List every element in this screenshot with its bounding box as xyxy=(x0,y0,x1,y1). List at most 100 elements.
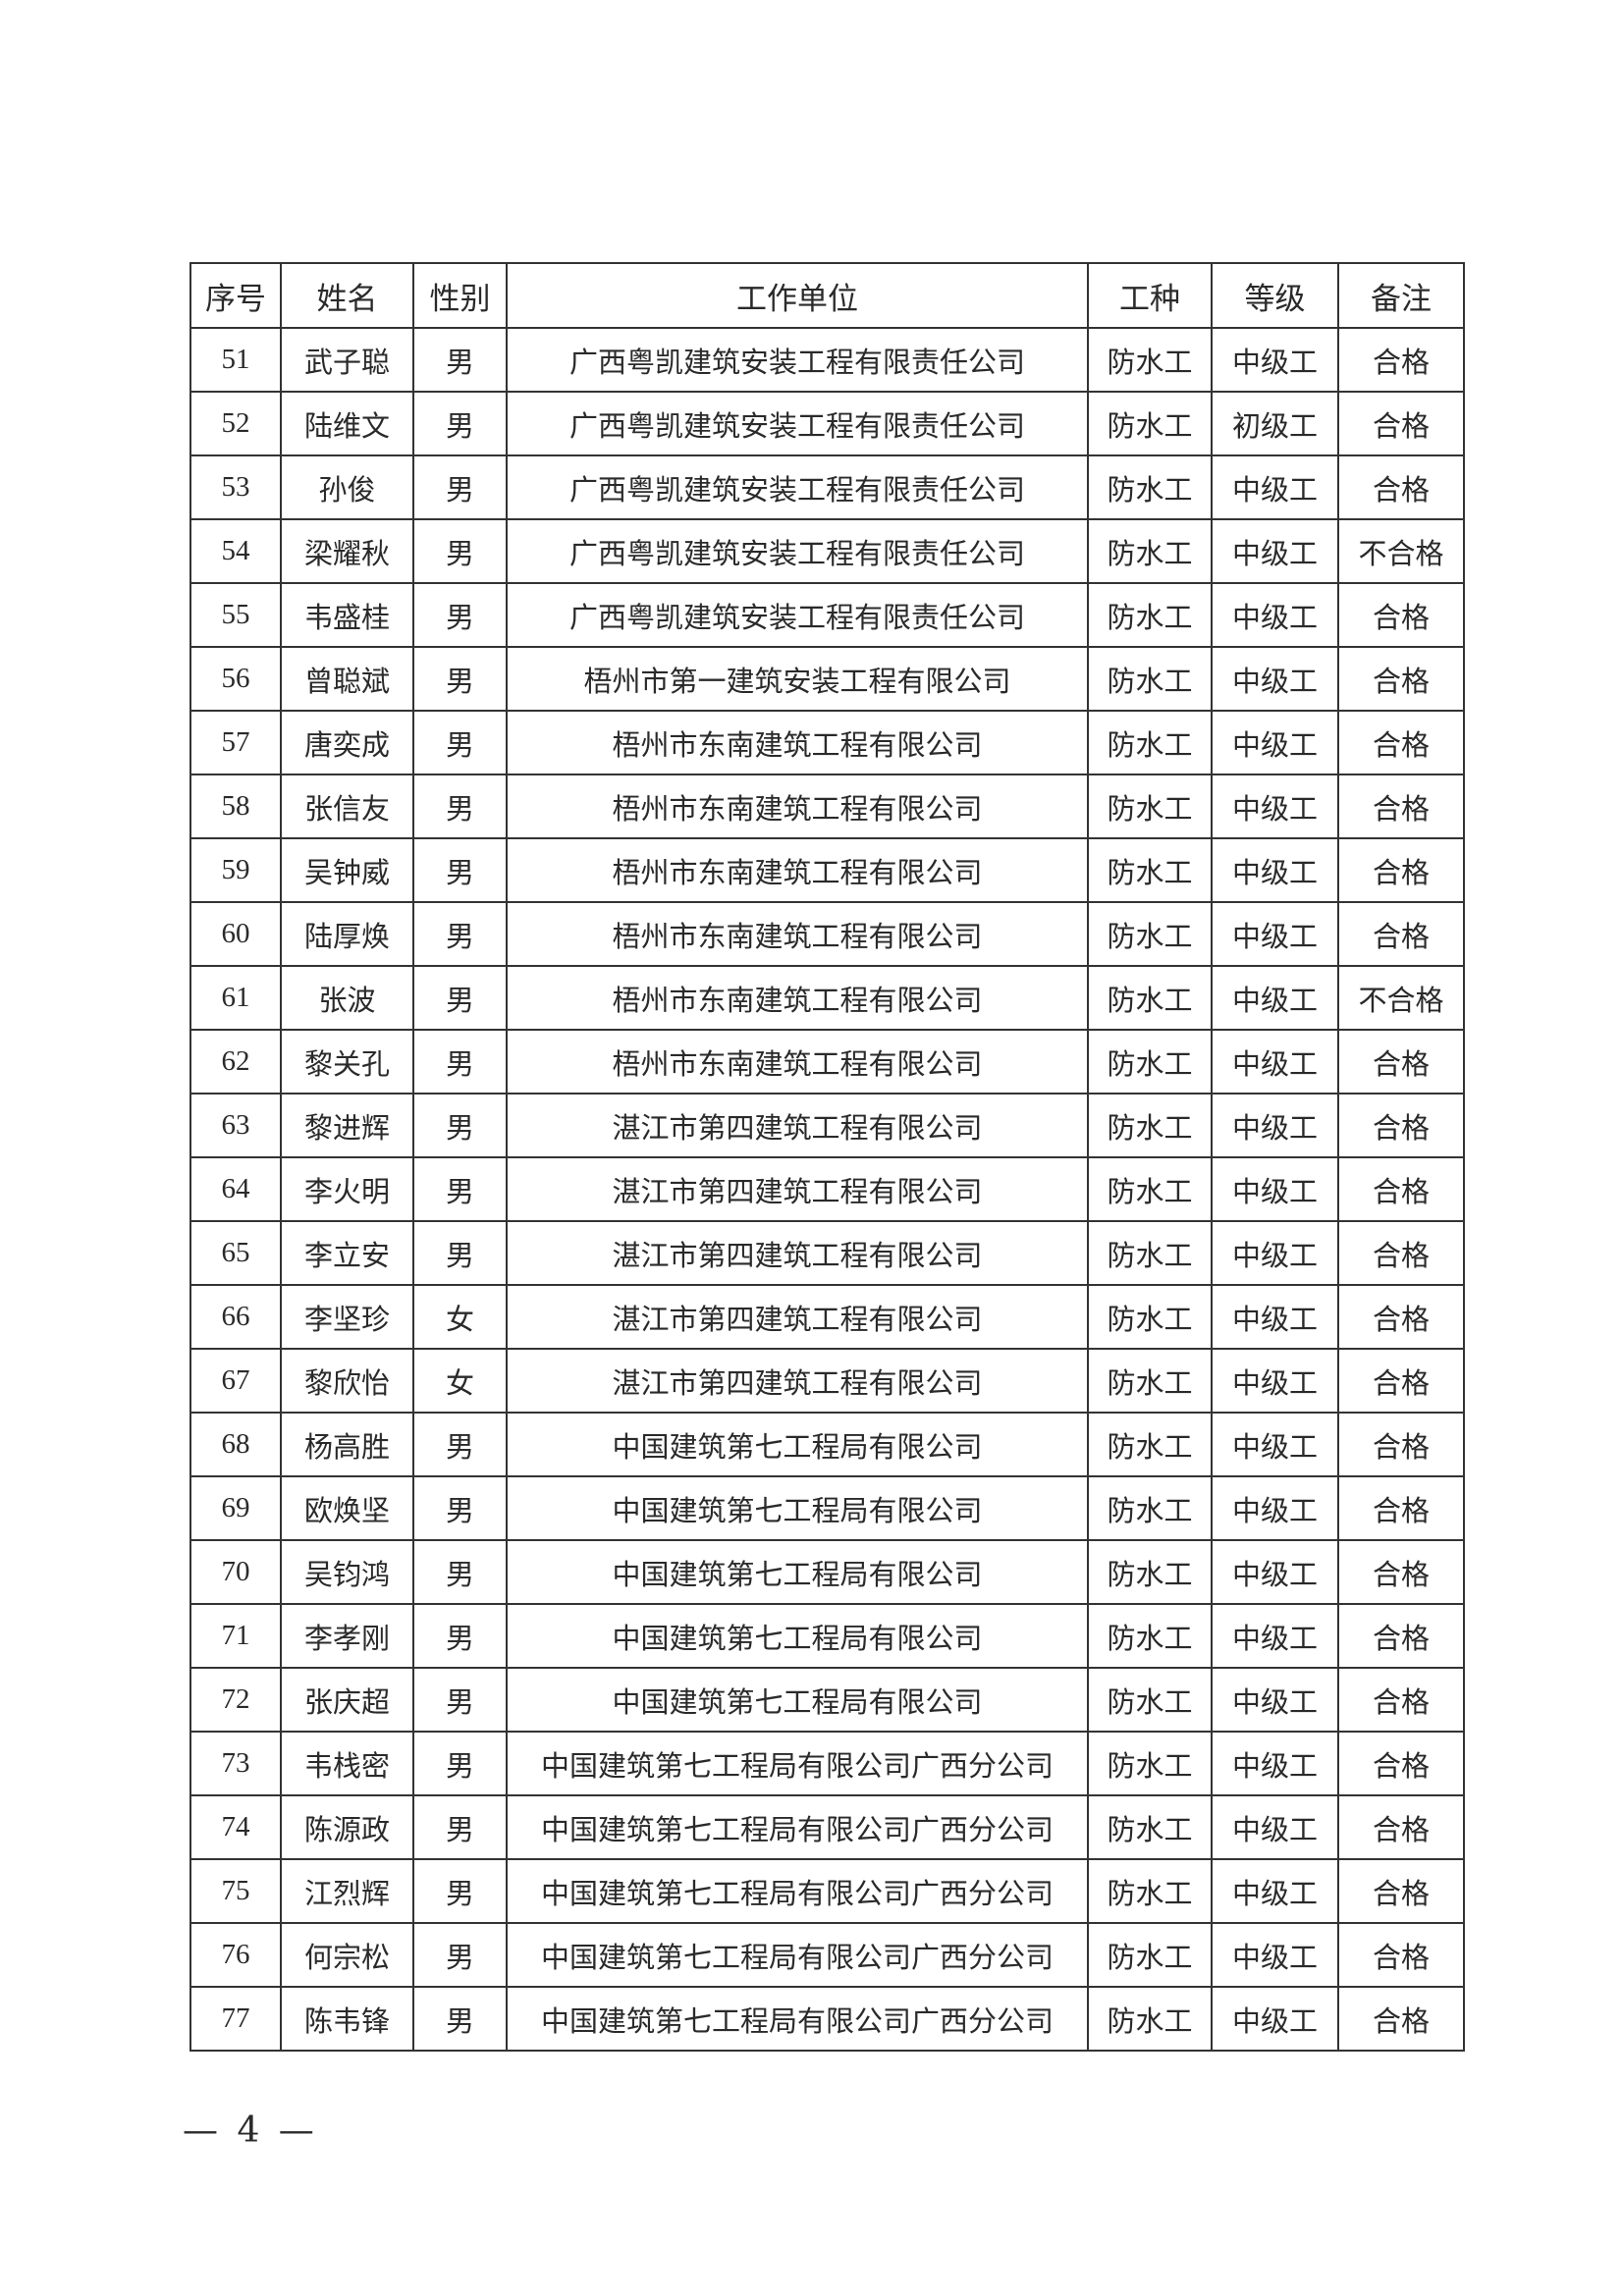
cell-col-name: 陈源政 xyxy=(280,1794,414,1860)
table-row: 57 唐奕成男梧州市东南建筑工程有限公司 防水工 中级工 合格 xyxy=(189,710,1465,775)
cell-col-index: 64 xyxy=(189,1156,282,1222)
cell-col-trade: 防水工 xyxy=(1087,1986,1213,2052)
cell-col-gender: 男 xyxy=(412,965,508,1031)
header-col-employer: 工作单位 xyxy=(506,262,1089,329)
cell-col-gender: 男 xyxy=(412,391,508,456)
cell-col-trade: 防水工 xyxy=(1087,391,1213,456)
cell-col-remark: 合格 xyxy=(1337,901,1465,967)
table-header-row: 序号 姓名 性别 工作单位 工种 等级 备注 xyxy=(189,262,1465,329)
table-row: 63 黎进辉男湛江市第四建筑工程有限公司 防水工 中级工 合格 xyxy=(189,1093,1465,1158)
cell-col-index: 58 xyxy=(189,774,282,839)
cell-col-gender: 男 xyxy=(412,454,508,520)
cell-col-remark: 合格 xyxy=(1337,1731,1465,1796)
cell-col-employer: 湛江市第四建筑工程有限公司 xyxy=(506,1348,1089,1414)
cell-col-level: 中级工 xyxy=(1211,1986,1339,2052)
cell-col-index: 71 xyxy=(189,1603,282,1669)
cell-col-gender: 男 xyxy=(412,1794,508,1860)
header-col-remark: 备注 xyxy=(1337,262,1465,329)
header-col-index: 序号 xyxy=(189,262,282,329)
cell-col-trade: 防水工 xyxy=(1087,1156,1213,1222)
cell-col-employer: 梧州市第一建筑安装工程有限公司 xyxy=(506,646,1089,712)
cell-col-remark: 合格 xyxy=(1337,327,1465,393)
cell-col-trade: 防水工 xyxy=(1087,774,1213,839)
cell-col-level: 中级工 xyxy=(1211,837,1339,903)
cell-col-name: 陆维文 xyxy=(280,391,414,456)
cell-col-remark: 合格 xyxy=(1337,646,1465,712)
table-row: 55 韦盛桂男广西粤凯建筑安装工程有限责任公司 防水工 中级工 合格 xyxy=(189,582,1465,648)
cell-col-index: 60 xyxy=(189,901,282,967)
cell-col-employer: 中国建筑第七工程局有限公司广西分公司 xyxy=(506,1986,1089,2052)
table-row: 73 韦栈密男中国建筑第七工程局有限公司广西分公司 防水工 中级工 合格 xyxy=(189,1731,1465,1796)
cell-col-index: 65 xyxy=(189,1220,282,1286)
table-row: 76 何宗松男中国建筑第七工程局有限公司广西分公司 防水工 中级工 合格 xyxy=(189,1922,1465,1988)
header-col-gender: 性别 xyxy=(412,262,508,329)
cell-col-remark: 合格 xyxy=(1337,1858,1465,1924)
table-row: 64 李火明男湛江市第四建筑工程有限公司 防水工 中级工 合格 xyxy=(189,1156,1465,1222)
table-row: 66 李坚珍女湛江市第四建筑工程有限公司 防水工 中级工 合格 xyxy=(189,1284,1465,1350)
cell-col-index: 52 xyxy=(189,391,282,456)
cell-col-index: 51 xyxy=(189,327,282,393)
cell-col-gender: 男 xyxy=(412,1731,508,1796)
cell-col-index: 59 xyxy=(189,837,282,903)
cell-col-gender: 男 xyxy=(412,1858,508,1924)
cell-col-trade: 防水工 xyxy=(1087,327,1213,393)
cell-col-index: 56 xyxy=(189,646,282,712)
cell-col-name: 黎欣怡 xyxy=(280,1348,414,1414)
cell-col-remark: 合格 xyxy=(1337,710,1465,775)
cell-col-index: 63 xyxy=(189,1093,282,1158)
cell-col-name: 欧焕坚 xyxy=(280,1475,414,1541)
cell-col-remark: 合格 xyxy=(1337,391,1465,456)
cell-col-index: 68 xyxy=(189,1412,282,1477)
cell-col-employer: 湛江市第四建筑工程有限公司 xyxy=(506,1284,1089,1350)
cell-col-level: 中级工 xyxy=(1211,1858,1339,1924)
cell-col-gender: 女 xyxy=(412,1284,508,1350)
cell-col-remark: 合格 xyxy=(1337,1667,1465,1733)
cell-col-remark: 合格 xyxy=(1337,1603,1465,1669)
cell-col-trade: 防水工 xyxy=(1087,1731,1213,1796)
cell-col-gender: 男 xyxy=(412,1475,508,1541)
cell-col-gender: 男 xyxy=(412,1093,508,1158)
cell-col-name: 孙俊 xyxy=(280,454,414,520)
cell-col-name: 李火明 xyxy=(280,1156,414,1222)
cell-col-remark: 合格 xyxy=(1337,1794,1465,1860)
cell-col-employer: 湛江市第四建筑工程有限公司 xyxy=(506,1156,1089,1222)
table-body: 51 武子聪男广西粤凯建筑安装工程有限责任公司 防水工 中级工 合格 52 陆维文男广西粤凯… xyxy=(189,327,1465,2052)
table-row: 51 武子聪男广西粤凯建筑安装工程有限责任公司 防水工 中级工 合格 xyxy=(189,327,1465,393)
cell-col-level: 中级工 xyxy=(1211,1029,1339,1095)
cell-col-name: 杨高胜 xyxy=(280,1412,414,1477)
cell-col-remark: 合格 xyxy=(1337,1348,1465,1414)
table-row: 71 李孝刚男中国建筑第七工程局有限公司 防水工 中级工 合格 xyxy=(189,1603,1465,1669)
cell-col-employer: 梧州市东南建筑工程有限公司 xyxy=(506,1029,1089,1095)
cell-col-level: 中级工 xyxy=(1211,901,1339,967)
cell-col-name: 梁耀秋 xyxy=(280,518,414,584)
cell-col-name: 张信友 xyxy=(280,774,414,839)
header-col-level: 等级 xyxy=(1211,262,1339,329)
cell-col-remark: 合格 xyxy=(1337,1093,1465,1158)
cell-col-trade: 防水工 xyxy=(1087,454,1213,520)
cell-col-gender: 男 xyxy=(412,1922,508,1988)
cell-col-index: 77 xyxy=(189,1986,282,2052)
table-row: 68 杨高胜男中国建筑第七工程局有限公司 防水工 中级工 合格 xyxy=(189,1412,1465,1477)
cell-col-employer: 中国建筑第七工程局有限公司广西分公司 xyxy=(506,1794,1089,1860)
cell-col-level: 中级工 xyxy=(1211,774,1339,839)
cell-col-remark: 合格 xyxy=(1337,454,1465,520)
table-row: 75 江烈辉男中国建筑第七工程局有限公司广西分公司 防水工 中级工 合格 xyxy=(189,1858,1465,1924)
cell-col-name: 唐奕成 xyxy=(280,710,414,775)
cell-col-gender: 男 xyxy=(412,710,508,775)
cell-col-trade: 防水工 xyxy=(1087,901,1213,967)
cell-col-employer: 中国建筑第七工程局有限公司 xyxy=(506,1603,1089,1669)
cell-col-employer: 广西粤凯建筑安装工程有限责任公司 xyxy=(506,582,1089,648)
cell-col-remark: 合格 xyxy=(1337,1220,1465,1286)
cell-col-gender: 男 xyxy=(412,1603,508,1669)
cell-col-level: 中级工 xyxy=(1211,646,1339,712)
cell-col-gender: 男 xyxy=(412,1986,508,2052)
cell-col-gender: 男 xyxy=(412,646,508,712)
cell-col-name: 李立安 xyxy=(280,1220,414,1286)
cell-col-index: 55 xyxy=(189,582,282,648)
table-row: 58 张信友男梧州市东南建筑工程有限公司 防水工 中级工 合格 xyxy=(189,774,1465,839)
cell-col-index: 57 xyxy=(189,710,282,775)
cell-col-level: 中级工 xyxy=(1211,1922,1339,1988)
cell-col-gender: 男 xyxy=(412,1667,508,1733)
cell-col-index: 54 xyxy=(189,518,282,584)
cell-col-trade: 防水工 xyxy=(1087,1284,1213,1350)
